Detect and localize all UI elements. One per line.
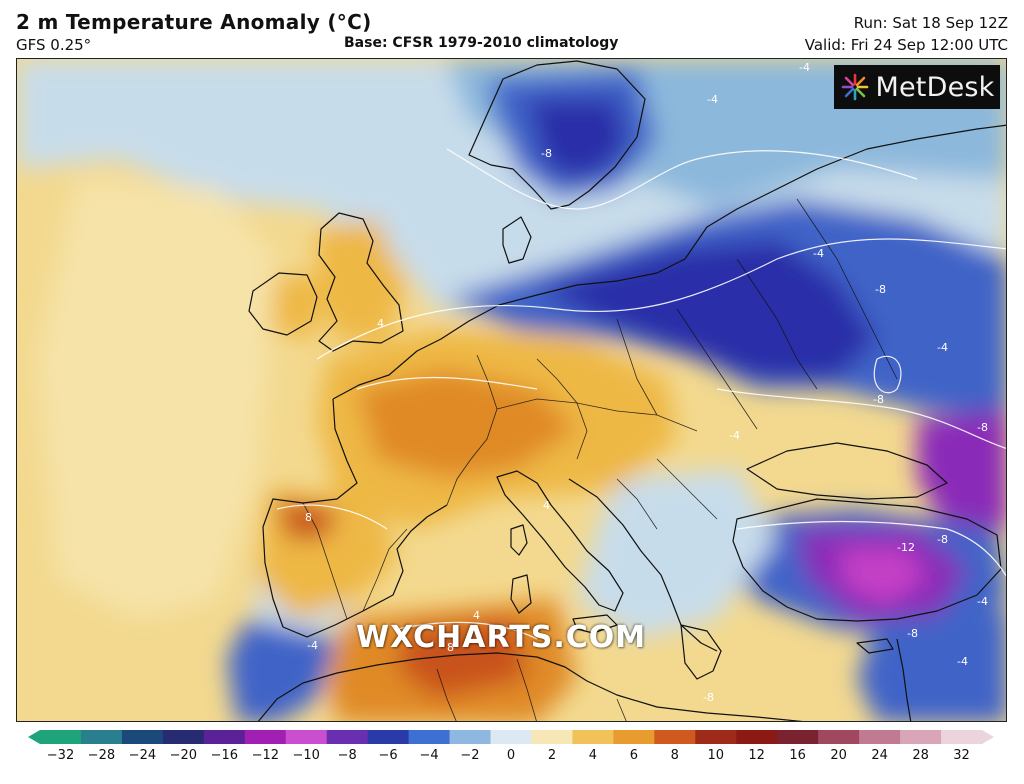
anomaly-field <box>17 59 1006 721</box>
colorbar-tick-label: −28 <box>87 748 116 763</box>
base-climatology-label: Base: CFSR 1979-2010 climatology <box>344 35 619 51</box>
colorbar-swatch <box>326 730 369 744</box>
colorbar-swatch <box>449 730 492 744</box>
colorbar-tick-label: 0 <box>506 748 516 763</box>
contour-label: -8 <box>703 691 714 704</box>
colorbar-tick-label: 10 <box>707 748 725 763</box>
colorbar-swatch <box>367 730 410 744</box>
model-label: GFS 0.25° <box>16 36 92 54</box>
colorbar-swatch <box>408 730 451 744</box>
colorbar-tick-label: 24 <box>871 748 888 763</box>
colorbar-tick-label: −6 <box>378 748 398 763</box>
colorbar-tick-label: 4 <box>588 748 598 763</box>
colorbar-swatch <box>490 730 533 744</box>
colorbar-swatch <box>654 730 696 744</box>
contour-labels: 4 -4 -4 -4 -8 -8 -8 -4 -8 -12 -8 -8 -4 -… <box>305 61 988 704</box>
metdesk-logo: MetDesk <box>834 65 1000 109</box>
colorbar-swatch <box>285 730 328 744</box>
colorbar-tick-label: 12 <box>748 748 765 763</box>
contour-label: -4 <box>307 639 318 652</box>
colorbar-swatch <box>572 730 614 744</box>
colorbar-swatch <box>859 730 901 744</box>
contour-label: -4 <box>977 595 988 608</box>
colorbar-tick-label: 20 <box>830 748 847 763</box>
contour-label: -8 <box>977 421 988 434</box>
anomaly-map: 4 -4 -4 -4 -8 -8 -8 -4 -8 -12 -8 -8 -4 -… <box>17 59 1006 721</box>
colorbar-swatch <box>900 730 942 744</box>
contour-label: -8 <box>541 147 552 160</box>
contour-label: 8 <box>305 511 312 524</box>
header-right: Run: Sat 18 Sep 12Z Valid: Fri 24 Sep 12… <box>805 12 1008 56</box>
anomaly-contours <box>276 148 1006 640</box>
contour-label: 4 <box>377 317 384 330</box>
contour-label: -8 <box>907 627 918 640</box>
contour-label: -4 <box>729 429 740 442</box>
colorbar-swatch <box>203 730 246 744</box>
contour-label: -4 <box>707 93 718 106</box>
colorbar-tick-label: −2 <box>460 748 480 763</box>
contour-label: -8 <box>873 393 884 406</box>
colorbar-right-arrow <box>982 730 994 744</box>
chart-title: 2 m Temperature Anomaly (°C) <box>16 10 372 34</box>
colorbar-ticks: −32 −28 −24 −20 −16 −12 −10 −8 −6 −4 −2 0 2 4 6 8 10 12 16… <box>0 746 1024 770</box>
colorbar-tick-label: 32 <box>953 748 970 763</box>
map-panel: 4 -4 -4 -4 -8 -8 -8 -4 -8 -12 -8 -8 -4 -… <box>16 58 1007 722</box>
colorbar-tick-label: 2 <box>547 748 557 763</box>
colorbar-tick-label: −10 <box>292 748 320 763</box>
colorbar-swatch <box>531 730 574 744</box>
colorbar-tick-label: 16 <box>789 748 806 763</box>
colorbar-swatch <box>695 730 737 744</box>
colorbar-tick-label: −24 <box>128 748 157 763</box>
colorbar-swatch <box>818 730 860 744</box>
colorbar-tick-label: −32 <box>46 748 75 763</box>
contour-label: 8 <box>447 641 454 654</box>
contour-label: -4 <box>937 341 948 354</box>
colorbar-swatch <box>40 730 82 744</box>
contour-label: 4 <box>473 609 480 622</box>
contour-label: 4 <box>543 499 550 512</box>
colorbar-swatch <box>162 730 205 744</box>
colorbar-tick-label: 28 <box>912 748 929 763</box>
colorbar-swatch <box>121 730 164 744</box>
header-left: 2 m Temperature Anomaly (°C) GFS 0.25° <box>16 10 372 55</box>
colorbar-swatch <box>941 730 983 744</box>
metdesk-wordmark: MetDesk <box>875 71 995 103</box>
valid-label: Valid: Fri 24 Sep 12:00 UTC <box>804 36 1008 54</box>
colorbar-tick-label: −16 <box>210 748 239 763</box>
colorbar-swatch <box>777 730 819 744</box>
contour-label: -4 <box>813 247 824 260</box>
country-borders <box>302 198 898 721</box>
colorbar-tick-label: −20 <box>169 748 198 763</box>
contour-label: -12 <box>897 541 915 554</box>
colorbar-left-arrow <box>28 730 40 744</box>
wxcharts-watermark: WXCHARTS.COM <box>356 620 647 655</box>
run-label: Run: Sat 18 Sep 12Z <box>853 14 1008 32</box>
contour-label: -8 <box>937 533 948 546</box>
contour-label: -8 <box>875 283 886 296</box>
colorbar-swatch <box>613 730 655 744</box>
colorbar-swatch <box>244 730 287 744</box>
colorbar-tick-label: −12 <box>251 748 280 763</box>
colorbar-swatch <box>736 730 778 744</box>
contour-label: -4 <box>799 61 810 74</box>
colorbar-swatch <box>80 730 123 744</box>
colorbar-tick-label: 6 <box>629 748 639 763</box>
metdesk-star-icon <box>841 73 868 101</box>
colorbar-tick-label: −8 <box>337 748 357 763</box>
coastlines <box>248 60 1006 721</box>
colorbar <box>28 730 994 744</box>
contour-label: -4 <box>957 655 968 668</box>
colorbar-tick-label: 8 <box>670 748 679 763</box>
colorbar-tick-label: −4 <box>419 748 439 763</box>
